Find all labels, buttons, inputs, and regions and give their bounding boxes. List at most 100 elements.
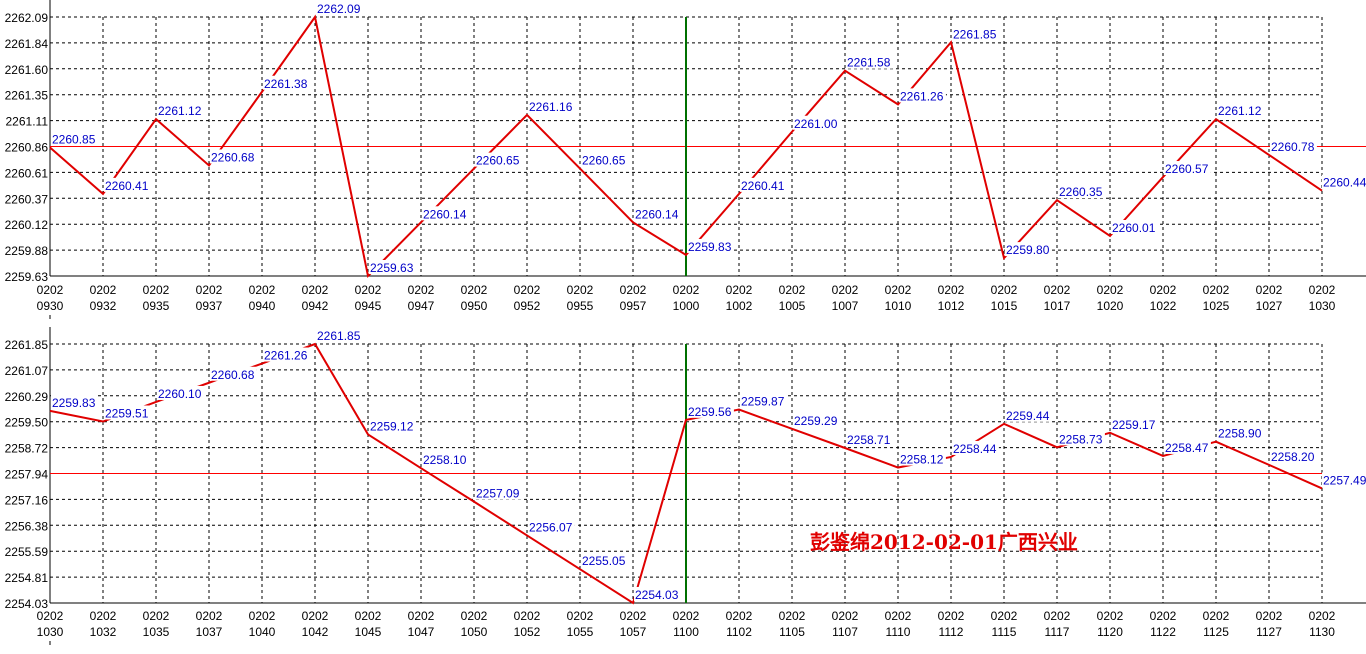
y-tick-label: 2259.88: [5, 244, 49, 258]
y-tick-label: 2259.50: [5, 416, 49, 430]
data-label: 2260.14: [635, 207, 679, 221]
data-label-bg: [634, 206, 681, 221]
x-tick-label-time: 1120: [1097, 625, 1123, 639]
x-tick-label-time: 1047: [408, 625, 435, 639]
data-label: 2260.10: [158, 387, 202, 401]
x-tick-label-time: 1035: [143, 625, 170, 639]
data-label-bg: [1005, 242, 1052, 257]
x-tick-label-date: 0202: [673, 609, 700, 623]
data-label-bg: [422, 206, 469, 221]
data-label: 2255.05: [582, 554, 626, 568]
x-tick-label-time: 1125: [1203, 625, 1229, 639]
data-label-bg: [1111, 416, 1158, 431]
data-label: 2258.10: [423, 453, 467, 467]
series-line: [49, 14, 1323, 279]
data-label: 2261.12: [158, 104, 202, 118]
x-tick-label-time: 0957: [620, 299, 647, 313]
x-tick-label-date: 0202: [461, 609, 488, 623]
x-tick-label-date: 0202: [143, 283, 170, 297]
x-tick-label-time: 0955: [567, 299, 594, 313]
data-label: 2260.41: [741, 179, 785, 193]
data-label: 2261.26: [264, 349, 308, 363]
data-label: 2258.12: [900, 453, 944, 467]
x-tick-label-time: 1007: [832, 299, 859, 313]
y-tick-label: 2260.37: [5, 192, 49, 206]
data-label-bg: [1164, 161, 1211, 176]
x-tick-label-date: 0202: [885, 609, 912, 623]
x-tick-label-date: 0202: [1203, 609, 1230, 623]
x-tick-label-time: 0930: [37, 299, 64, 313]
x-tick-label-time: 1010: [885, 299, 912, 313]
x-tick-label-time: 1030: [1309, 299, 1336, 313]
data-label: 2260.57: [1165, 162, 1209, 176]
x-tick-label-date: 0202: [302, 609, 329, 623]
data-label: 2258.44: [953, 442, 997, 456]
x-tick-label-date: 0202: [726, 609, 753, 623]
data-label-bg: [1217, 425, 1264, 440]
data-label-bg: [1111, 219, 1158, 234]
data-label-bg: [475, 485, 522, 500]
y-tick-label: 2261.35: [5, 89, 49, 103]
x-tick-label-time: 1030: [37, 625, 64, 639]
data-label-bg: [263, 347, 310, 362]
data-label: 2259.12: [370, 419, 414, 433]
data-label-bg: [899, 88, 946, 103]
data-label-bg: [740, 393, 787, 408]
x-tick-label-time: 1012: [938, 299, 965, 313]
x-tick-label-date: 0202: [1044, 283, 1071, 297]
data-label: 2258.20: [1271, 450, 1315, 464]
data-label: 2258.71: [847, 433, 891, 447]
data-label: 2262.09: [317, 2, 361, 16]
data-label-bg: [899, 451, 946, 466]
data-label-bg: [1164, 439, 1211, 454]
data-label: 2261.26: [900, 89, 944, 103]
data-label: 2259.63: [370, 261, 414, 275]
data-label-bg: [1058, 431, 1105, 446]
data-label-bg: [687, 403, 734, 418]
data-label: 2260.35: [1059, 185, 1103, 199]
data-label-bg: [581, 553, 628, 568]
x-tick-label-time: 1037: [196, 625, 223, 639]
y-tick-label: 2259.63: [5, 270, 49, 284]
x-tick-label-date: 0202: [461, 283, 488, 297]
y-tick-label: 2257.94: [5, 468, 49, 482]
data-label: 2260.65: [476, 154, 520, 168]
x-tick-label-date: 0202: [196, 609, 223, 623]
x-tick-label-time: 1027: [1256, 299, 1283, 313]
x-tick-label-time: 1000: [673, 299, 700, 313]
data-label-bg: [1322, 472, 1366, 487]
data-label: 2259.80: [1006, 243, 1050, 257]
x-tick-label-time: 0950: [461, 299, 488, 313]
data-label: 2260.85: [52, 133, 96, 147]
data-label-bg: [793, 115, 840, 130]
x-tick-label-time: 0935: [143, 299, 170, 313]
x-tick-label-time: 1122: [1150, 625, 1176, 639]
x-tick-label-date: 0202: [302, 283, 329, 297]
data-label-bg: [316, 328, 363, 342]
x-tick-label-date: 0202: [567, 283, 594, 297]
x-tick-label-date: 0202: [1203, 283, 1230, 297]
x-tick-label-time: 0937: [196, 299, 223, 313]
y-tick-label: 2261.84: [5, 37, 49, 51]
data-label-bg: [952, 26, 999, 41]
x-tick-label-date: 0202: [355, 609, 382, 623]
y-tick-label: 2257.16: [5, 493, 49, 507]
x-tick-label-date: 0202: [726, 283, 753, 297]
x-tick-label-date: 0202: [408, 609, 435, 623]
x-tick-label-time: 1022: [1150, 299, 1177, 313]
data-label-bg: [740, 177, 787, 192]
x-tick-label-date: 0202: [991, 283, 1018, 297]
y-tick-label: 2254.81: [5, 571, 49, 585]
data-label-bg: [210, 366, 257, 381]
x-tick-label-time: 1002: [726, 299, 753, 313]
data-label-bg: [263, 75, 310, 90]
x-tick-label-date: 0202: [567, 609, 594, 623]
x-tick-label-time: 1045: [355, 625, 382, 639]
data-label-bg: [634, 587, 681, 601]
y-tick-label: 2260.29: [5, 390, 49, 404]
data-label-bg: [51, 394, 98, 409]
data-label: 2261.12: [1218, 104, 1262, 118]
x-tick-label-date: 0202: [37, 283, 64, 297]
x-tick-label-time: 1102: [726, 625, 752, 639]
x-tick-label-time: 1042: [302, 625, 329, 639]
